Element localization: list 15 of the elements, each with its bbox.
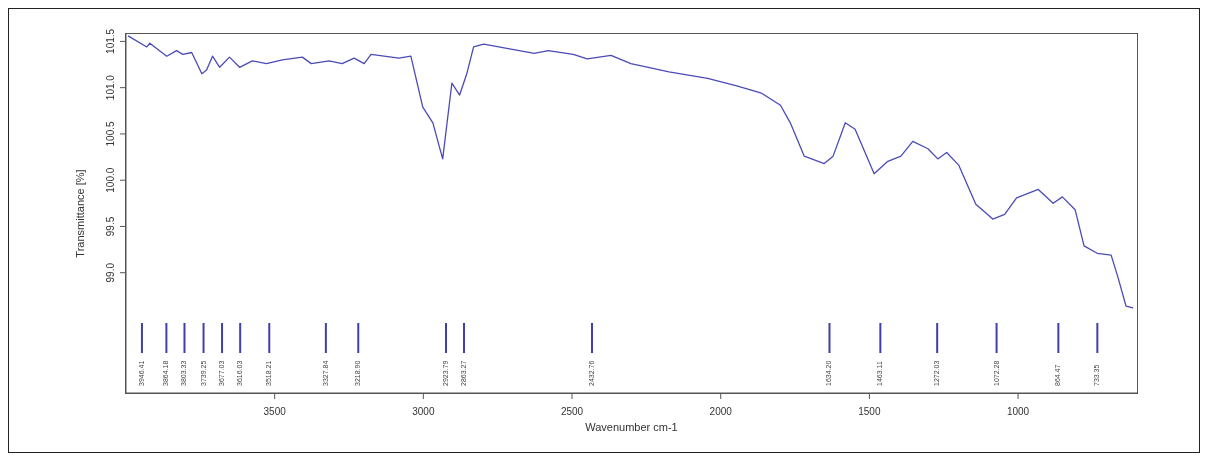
x-tick-label: 1500 xyxy=(858,406,881,417)
x-tick-label: 3500 xyxy=(263,406,287,417)
y-tick-label: 99.5 xyxy=(105,216,116,237)
y-tick-label: 99.0 xyxy=(105,262,116,283)
line-series xyxy=(127,35,1134,309)
x-tick-label: 1000 xyxy=(1006,406,1030,417)
y-tick-label: 101.0 xyxy=(105,74,116,101)
y-tick-label: 100.5 xyxy=(105,120,116,147)
x-axis-title: Wavenumber cm-1 xyxy=(585,421,678,433)
y-axis-title: Transmittance [%] xyxy=(73,169,86,258)
y-tick-label: 101.5 xyxy=(105,28,116,54)
y-tick-label: 100.0 xyxy=(105,167,116,193)
x-tick-label: 2500 xyxy=(560,406,584,417)
x-tick-label: 2000 xyxy=(709,406,733,417)
x-tick-label: 3000 xyxy=(412,406,435,417)
